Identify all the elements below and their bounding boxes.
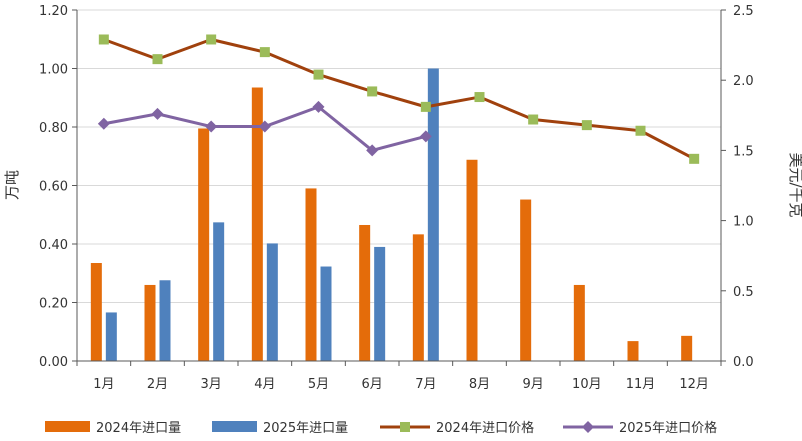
bar-2025 (320, 266, 332, 361)
bar-2024 (359, 224, 371, 361)
marker-2024-price (206, 34, 217, 45)
bars-layer (90, 68, 693, 361)
marker-2025-price (366, 144, 379, 157)
legend-label: 2024年进口价格 (436, 420, 534, 436)
marker-2024-price (313, 69, 324, 80)
marker-2024-price (420, 101, 431, 112)
y-left-axis-title: 万吨 (3, 170, 21, 200)
marker-2024-price (152, 54, 163, 65)
marker-2025-price (258, 120, 271, 133)
bar-2024 (681, 335, 693, 361)
line-2024-price (103, 37, 695, 161)
legend-label: 2025年进口价格 (619, 420, 717, 436)
y-right-axis-title: 美元/千克 (787, 152, 802, 217)
x-tick-label: 11月 (626, 377, 656, 392)
gridlines (77, 9, 721, 303)
bar-2025 (105, 312, 117, 361)
x-tick-label: 7月 (415, 377, 436, 392)
bar-2024 (627, 341, 639, 361)
y-left-tick-label: 1.20 (39, 4, 68, 19)
legend-marker (582, 421, 594, 433)
bar-2025 (213, 222, 225, 361)
marker-2025-price (151, 107, 164, 120)
bar-2024 (144, 284, 156, 361)
y-right-tick-label: 2.0 (733, 74, 754, 89)
x-tick-label: 10月 (572, 377, 602, 392)
y-right-tick-label: 1.5 (733, 144, 754, 159)
marker-2024-price (635, 125, 646, 136)
marker-2024-price (581, 120, 592, 131)
marker-2024-price (528, 114, 539, 125)
bar-2024 (251, 87, 263, 361)
legend-label: 2024年进口量 (96, 421, 181, 436)
x-tick-label: 6月 (362, 377, 383, 392)
axes-layer (72, 9, 726, 366)
bar-2024 (198, 128, 210, 361)
x-tick-label: 1月 (93, 377, 114, 392)
y-right-tick-label: 1.0 (733, 215, 754, 230)
marker-2024-price (98, 34, 109, 45)
marker-2025-price (312, 100, 325, 113)
y-left-tick-label: 0.00 (39, 355, 68, 370)
x-tick-label: 3月 (201, 377, 222, 392)
y-left-ticks: 0.00 0.20 0.40 0.60 0.80 1.00 1.20 (39, 4, 68, 370)
y-left-tick-label: 0.60 (39, 180, 68, 195)
legend-marker (400, 422, 410, 432)
bar-2024 (466, 159, 478, 361)
bar-2024 (412, 234, 424, 361)
marker-2024-price (474, 92, 485, 103)
x-tick-label: 5月 (308, 377, 329, 392)
bar-2025 (159, 280, 171, 361)
y-left-tick-label: 0.80 (39, 121, 68, 136)
x-tick-label: 8月 (469, 377, 490, 392)
legend-label: 2025年进口量 (263, 421, 348, 436)
marker-2024-price (689, 153, 700, 164)
marker-2025-price (97, 117, 110, 130)
x-tick-label: 12月 (679, 377, 709, 392)
y-left-tick-label: 0.20 (39, 297, 68, 312)
marker-2024-price (367, 86, 378, 97)
x-tick-label: 9月 (523, 377, 544, 392)
bar-2024 (573, 284, 585, 361)
bar-2024 (520, 199, 532, 361)
y-left-tick-label: 1.00 (39, 63, 68, 78)
y-left-tick-label: 0.40 (39, 238, 68, 253)
y-right-ticks: 0.0 0.5 1.0 1.5 2.0 2.5 (733, 4, 754, 370)
y-right-tick-label: 2.5 (733, 4, 754, 19)
lines-layer (97, 34, 700, 164)
legend: 2024年进口量 2025年进口量 2024年进口价格 2025年进口价格 (45, 420, 717, 436)
x-ticks: 1月 2月 3月 4月 5月 6月 7月 8月 9月 10月 11月 12月 (93, 377, 709, 392)
marker-2025-price (419, 130, 432, 143)
bar-2025 (374, 246, 386, 361)
bar-2025 (427, 68, 439, 361)
y-right-tick-label: 0.0 (733, 355, 754, 370)
legend-swatch (45, 421, 90, 432)
marker-2025-price (205, 120, 218, 133)
y-right-tick-label: 0.5 (733, 285, 754, 300)
bar-2025 (266, 243, 278, 361)
legend-swatch (212, 421, 257, 432)
x-tick-label: 4月 (254, 377, 275, 392)
bar-2024 (305, 188, 317, 361)
bar-2024 (90, 263, 102, 361)
x-tick-label: 2月 (147, 377, 168, 392)
marker-2024-price (259, 47, 270, 58)
